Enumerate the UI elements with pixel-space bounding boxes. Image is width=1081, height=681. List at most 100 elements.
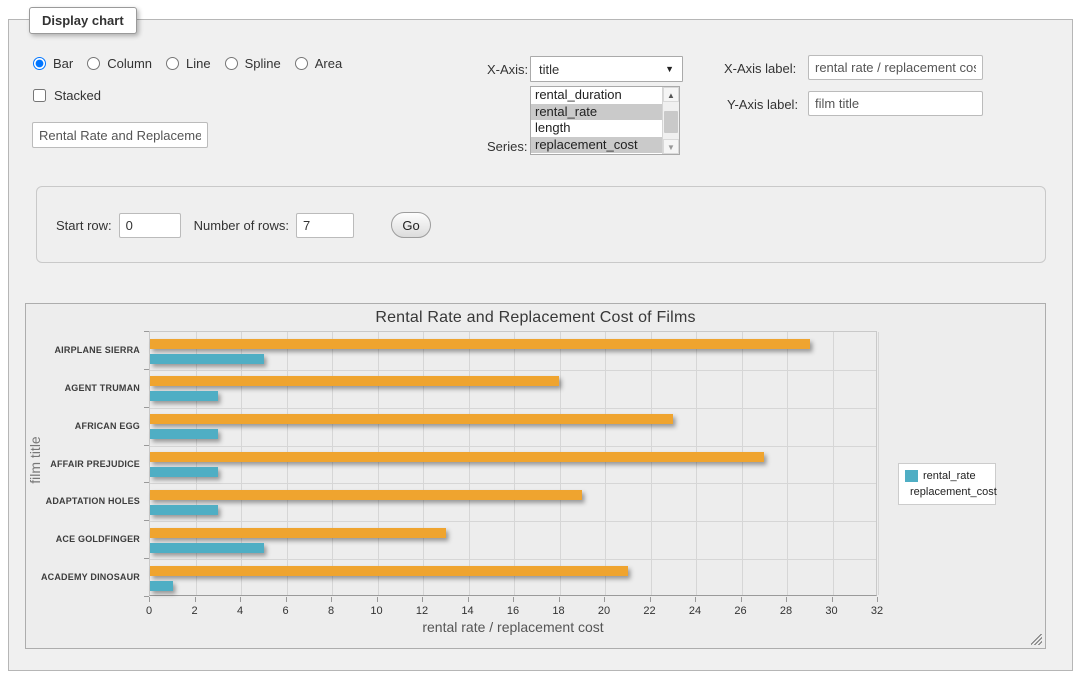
- radio-column[interactable]: [87, 57, 101, 70]
- select-dropdown-arrow-icon: ▼: [665, 64, 674, 74]
- gridline-vertical: [696, 332, 697, 595]
- radio-area[interactable]: [294, 57, 308, 70]
- series-option-rental-duration[interactable]: rental_duration: [535, 87, 622, 102]
- x-axis-tick: [831, 597, 833, 602]
- x-axis-tick-label: 12: [415, 605, 429, 617]
- x-axis-title: rental rate / replacement cost: [422, 619, 604, 635]
- x-axis-tick: [695, 597, 696, 602]
- go-button[interactable]: Go: [391, 212, 431, 238]
- scrollbar-down-arrow-icon[interactable]: ▼: [663, 139, 679, 154]
- series-option-length[interactable]: length: [535, 120, 571, 135]
- resize-grip[interactable]: [1031, 634, 1042, 645]
- gridline-vertical: [832, 332, 834, 595]
- x-axis-tick: [786, 597, 787, 602]
- x-axis-tick-label: 26: [734, 605, 747, 617]
- x-axis-tick-label: 2: [191, 605, 198, 617]
- y-axis-tick: [144, 596, 149, 597]
- radio-bar[interactable]: [33, 57, 46, 70]
- listbox-scrollbar[interactable]: ▲ ▼: [662, 87, 679, 154]
- bar-rental-rate: [150, 467, 219, 478]
- x-axis-tick-label: 16: [506, 605, 520, 617]
- bar-replacement-cost: [150, 338, 810, 349]
- x-axis-tick: [513, 597, 514, 602]
- bar-replacement-cost: [150, 414, 674, 425]
- series-label-text: Series:: [487, 139, 528, 154]
- x-axis-tick-label: 0: [145, 605, 153, 617]
- x-axis-tick: [649, 597, 651, 602]
- legend-swatch-rental-rate: [905, 470, 918, 482]
- legend-item-replacement-cost[interactable]: replacement_cost: [905, 486, 997, 498]
- category-label: AFFAIR PREJUDICE: [50, 458, 140, 469]
- bar-rental-rate: [150, 353, 264, 364]
- x-axis-label-field-text: X-Axis label:: [724, 61, 797, 76]
- fieldset-legend-tab: Display chart: [29, 7, 137, 34]
- num-rows-label: Number of rows:: [193, 217, 289, 233]
- x-axis-tick: [467, 597, 469, 602]
- radio-spline[interactable]: [224, 57, 238, 70]
- legend-item-rental-rate[interactable]: rental_rate: [905, 470, 989, 482]
- category-label: AGENT TRUMAN: [64, 382, 140, 393]
- series-listbox[interactable]: rental_duration rental_rate length repla…: [530, 86, 680, 155]
- x-axis-tick-label: 32: [870, 605, 884, 617]
- x-axis-tick: [331, 597, 332, 602]
- y-axis-label-field-text: Y-Axis label:: [727, 97, 799, 112]
- x-axis-select[interactable]: title ▼: [530, 56, 683, 82]
- x-axis-tick: [422, 597, 423, 602]
- x-axis-tick-label: 4: [236, 605, 244, 617]
- x-axis-tick: [877, 597, 878, 602]
- stacked-checkbox[interactable]: [33, 89, 46, 102]
- x-axis-tick: [376, 597, 378, 602]
- legend-label-rental-rate: rental_rate: [923, 470, 976, 482]
- chart-title: Rental Rate and Replacement Cost of Film…: [375, 309, 696, 326]
- scrollbar-thumb[interactable]: [664, 111, 678, 133]
- gridline-horizontal: [150, 407, 876, 409]
- x-axis-tick: [604, 597, 605, 602]
- chart-legend: rental_rate replacement_cost: [898, 463, 997, 505]
- series-option-replacement-cost[interactable]: replacement_cost: [531, 136, 662, 153]
- radio-column-label[interactable]: Column: [107, 56, 153, 71]
- x-axis-tick-label: 14: [461, 605, 474, 617]
- radio-bar-label[interactable]: Bar: [53, 56, 74, 71]
- x-axis-tick-label: 10: [370, 605, 383, 617]
- x-axis-label-input[interactable]: [808, 55, 983, 80]
- gridline-vertical: [741, 332, 743, 595]
- radio-spline-label[interactable]: Spline: [244, 56, 281, 71]
- series-options: rental_duration rental_rate length repla…: [531, 87, 662, 154]
- stacked-label[interactable]: Stacked: [54, 88, 101, 103]
- radio-line[interactable]: [166, 57, 180, 70]
- x-axis-tick: [194, 597, 196, 602]
- chart-title-input[interactable]: [32, 122, 208, 148]
- x-axis-tick: [285, 597, 287, 602]
- bar-replacement-cost: [150, 489, 583, 500]
- y-axis-label-input[interactable]: [808, 91, 983, 116]
- x-axis-tick-label: 24: [688, 605, 702, 617]
- x-axis-tick: [240, 597, 241, 602]
- series-option-rental-rate[interactable]: rental_rate: [531, 103, 662, 120]
- bar-replacement-cost: [150, 527, 446, 538]
- category-label: AIRPLANE SIERRA: [54, 344, 140, 355]
- y-axis-tick: [144, 520, 149, 522]
- num-rows-input[interactable]: [296, 212, 354, 238]
- bar-rental-rate: [150, 580, 173, 591]
- gridline-vertical: [377, 332, 379, 595]
- x-axis-tick: [149, 597, 150, 602]
- category-label: ACADEMY DINOSAUR: [40, 572, 140, 583]
- x-axis-tick-label: 18: [552, 605, 565, 617]
- stacked-checkbox-row: Stacked: [33, 88, 101, 103]
- y-axis-title: film title: [27, 436, 43, 484]
- y-axis-tick: [144, 368, 149, 370]
- gridline-vertical: [650, 332, 652, 595]
- category-label: ADAPTATION HOLES: [45, 496, 140, 507]
- scrollbar-up-arrow-icon[interactable]: ▲: [663, 87, 679, 102]
- gridline-vertical: [423, 332, 424, 595]
- start-row-input[interactable]: [118, 212, 181, 238]
- y-axis-tick: [144, 444, 149, 446]
- bar-rental-rate: [150, 542, 264, 553]
- y-axis-tick: [144, 331, 149, 332]
- y-axis-tick: [144, 482, 149, 484]
- radio-area-label[interactable]: Area: [314, 56, 343, 71]
- gridline-vertical: [332, 332, 333, 595]
- radio-line-label[interactable]: Line: [186, 56, 211, 71]
- bar-rental-rate: [150, 391, 219, 402]
- gridline-vertical: [605, 332, 606, 595]
